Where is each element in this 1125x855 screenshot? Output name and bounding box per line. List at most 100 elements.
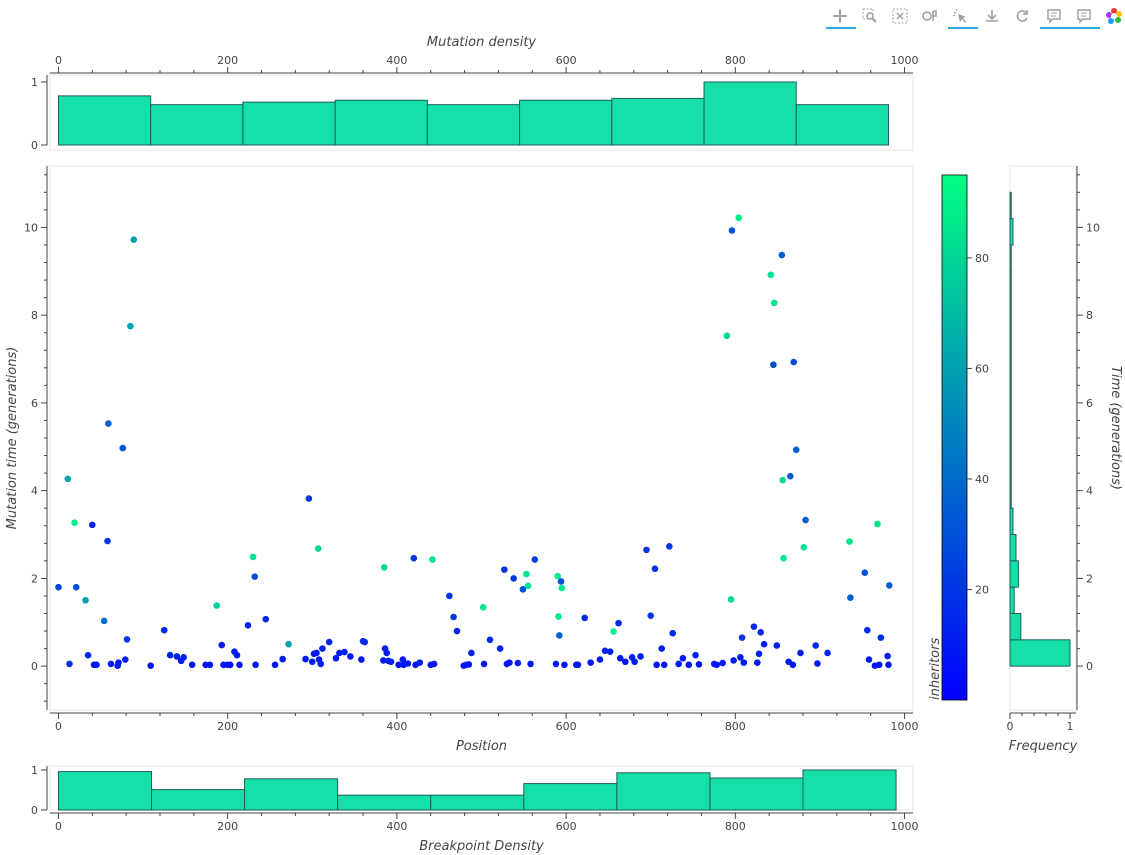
scatter-point — [206, 661, 214, 669]
scatter-point — [660, 661, 668, 669]
scatter-point — [358, 656, 365, 663]
pan-tool-button[interactable] — [828, 5, 852, 27]
scatter-point — [789, 661, 797, 669]
scatter-point — [814, 660, 821, 667]
save-button[interactable] — [980, 5, 1004, 27]
x-tick-label: 600 — [556, 720, 577, 733]
histogram-bar — [616, 772, 711, 811]
x-axis-title: Position — [456, 739, 507, 754]
scatter-point — [105, 420, 112, 427]
scatter-point — [574, 661, 582, 669]
scatter-point — [658, 645, 666, 652]
scatter-point — [666, 543, 673, 550]
zoom-reset-icon — [892, 8, 908, 24]
scatter-point — [252, 661, 259, 669]
scatter-point — [643, 546, 650, 554]
x-axis-title: Breakpoint Density — [419, 839, 544, 854]
scatter-point — [480, 660, 488, 668]
scatter-point — [213, 602, 220, 609]
scatter-point — [429, 556, 436, 563]
scatter-point — [790, 358, 798, 366]
x-tick-label: 0 — [55, 820, 62, 833]
histogram-bar — [1009, 612, 1022, 641]
scatter-point — [100, 617, 108, 625]
scatter-point — [519, 586, 527, 593]
scatter-point — [123, 636, 131, 643]
colorbar-gradient — [941, 174, 968, 701]
comment-icon — [1047, 9, 1061, 24]
scatter-point — [514, 659, 522, 667]
scatter-point — [523, 570, 530, 578]
scatter-point — [380, 564, 388, 571]
scatter-point — [416, 659, 424, 666]
scatter-point — [847, 594, 854, 601]
x-tick-label: 0 — [55, 54, 62, 67]
y-tick-label: 2 — [31, 572, 38, 585]
histogram-bar — [337, 794, 432, 811]
colorbar-label: inheritors — [928, 638, 943, 700]
colorbar-tick-label: 40 — [975, 473, 989, 486]
histogram-bar — [1009, 349, 1012, 378]
scatter-point — [723, 332, 731, 340]
y-tick-label: 6 — [1086, 397, 1093, 410]
bokeh-logo-icon — [1106, 8, 1122, 24]
histogram-bar — [244, 778, 339, 811]
scatter-point — [692, 651, 699, 659]
histogram-bar — [1009, 455, 1012, 483]
scatter-point — [325, 638, 333, 646]
scatter-point — [637, 653, 644, 660]
histogram-bar — [1009, 507, 1014, 536]
scatter-point — [773, 642, 781, 649]
tap-tool-button[interactable] — [948, 5, 972, 27]
hover-toggle-button[interactable] — [918, 5, 942, 27]
scatter-point — [812, 642, 820, 649]
hover-tool-button-2[interactable] — [1042, 5, 1066, 27]
scatter-point — [884, 652, 891, 660]
scatter-point — [865, 656, 873, 663]
y-axis-title: Mutation time (generations) — [5, 347, 20, 530]
scatter-point — [875, 661, 883, 669]
scatter-point — [647, 612, 655, 619]
hover-icon — [922, 10, 937, 21]
scatter-point — [738, 634, 746, 641]
histogram-bar — [611, 97, 705, 146]
scatter-point — [727, 596, 735, 603]
x-tick-label: 1000 — [891, 820, 919, 833]
box-zoom-icon — [862, 8, 877, 23]
tap-icon — [952, 8, 966, 23]
scatter-point — [779, 476, 787, 484]
scatter-point — [886, 582, 893, 589]
box-zoom-button[interactable] — [858, 5, 882, 27]
reset-button[interactable] — [1010, 5, 1034, 27]
hover-tool-button-3[interactable] — [1072, 5, 1096, 27]
right-y-axis-title: Time (generations) — [1108, 366, 1123, 490]
scatter-point — [64, 475, 72, 483]
scatter-point — [615, 619, 622, 627]
y-tick-label: 8 — [31, 309, 38, 322]
scatter-point — [127, 322, 134, 330]
scatter-point — [555, 613, 562, 620]
x-tick-label: 200 — [217, 54, 238, 67]
scatter-point — [244, 622, 252, 629]
scatter-point — [596, 656, 604, 663]
y-tick-label: 1 — [31, 764, 38, 777]
scatter-point — [622, 658, 629, 666]
scatter-point — [778, 251, 786, 259]
scatter-point — [332, 654, 340, 662]
scatter-point — [119, 444, 127, 452]
active-indicator — [948, 27, 978, 29]
y-tick-label: 6 — [31, 397, 38, 410]
scatter-point — [510, 575, 517, 582]
zoom-reset-button[interactable] — [888, 5, 912, 27]
scatter-point — [770, 361, 777, 369]
scatter-point — [767, 271, 775, 279]
scatter-point — [755, 650, 763, 658]
main-scatter-plot[interactable]: 0 200 400 600 800 1000 Position 0 2 4 6 8 10 Mutation… — [5, 165, 919, 754]
scatter-point — [89, 521, 96, 529]
refresh-icon — [1016, 10, 1028, 22]
scatter-point — [558, 584, 566, 592]
colorbar: 20 40 60 80 inheritors — [928, 174, 989, 701]
bokeh-logo[interactable] — [1102, 5, 1125, 27]
scatter-point — [802, 516, 809, 524]
